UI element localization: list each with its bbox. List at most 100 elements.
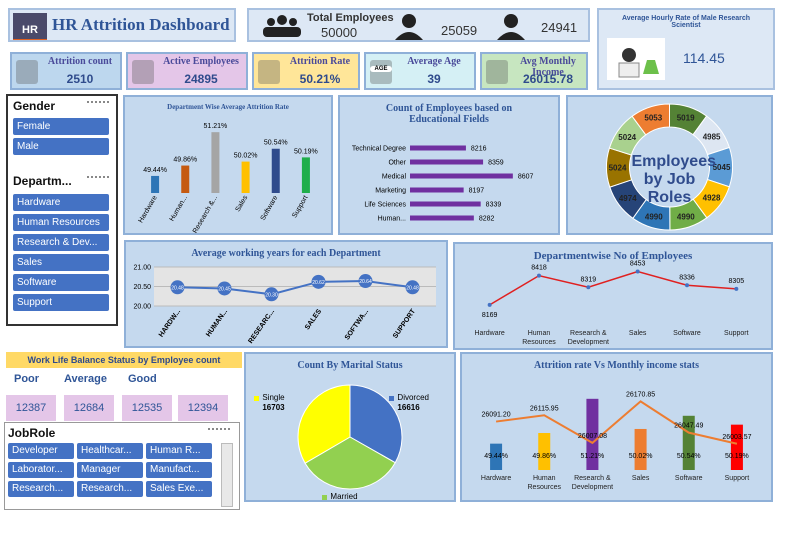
work-life-count: 12535: [122, 395, 172, 421]
data-label: 8282: [479, 216, 495, 223]
line: [495, 400, 738, 445]
line: [489, 270, 737, 306]
data-label: 50.02%: [629, 453, 653, 460]
kpi-icon-text: AGE: [370, 66, 392, 72]
point: [586, 285, 591, 290]
bar: [634, 428, 647, 470]
slicer-item[interactable]: Sales Exe...: [146, 481, 212, 497]
logo: HR: [13, 13, 47, 40]
kpi-box: Avg Monthly Income 26015.78: [480, 52, 588, 90]
slicer-item[interactable]: Healthcar...: [77, 443, 143, 459]
x-tick-label: SALES: [304, 308, 323, 331]
data-label: 49.44%: [484, 453, 508, 460]
slicer-item[interactable]: Research...: [8, 481, 74, 497]
data-label: 4974: [619, 194, 637, 203]
pie-slice: [349, 384, 403, 464]
x-tick-label: Software: [260, 194, 280, 222]
chart-title: Count of Employees based on Educational …: [385, 103, 513, 125]
kpi-value: 50.21%: [299, 72, 341, 86]
data-label: 5053: [644, 114, 662, 123]
x-tick-label: Human Resources: [527, 475, 561, 491]
data-label: 8359: [488, 160, 504, 167]
bar: [410, 187, 464, 193]
scrollbar[interactable]: [221, 443, 233, 507]
slicer-clear[interactable]: [87, 176, 109, 188]
bar: [301, 157, 310, 193]
kpi-label: Attrition count: [47, 56, 113, 67]
data-label: 50.02%: [234, 153, 258, 160]
x-tick-label: Support: [291, 194, 309, 219]
point: [405, 280, 420, 295]
work-life-level: Poor: [14, 373, 40, 385]
x-tick-label: Research &...: [192, 194, 219, 234]
data-label: 8339: [486, 202, 502, 209]
slicer-item[interactable]: Hardware: [13, 194, 109, 211]
bar: [586, 398, 599, 470]
chart-panel: 49.44% Hardware 49.86% Human... 51.21% Resear…: [123, 95, 333, 235]
data-label: 26091.20: [481, 412, 510, 419]
slicer-item[interactable]: Research & Dev...: [13, 234, 109, 251]
y-tick-label: Other: [388, 160, 406, 167]
point: [635, 269, 640, 274]
data-label: 20.45: [218, 286, 231, 292]
y-tick-label: Life Sciences: [364, 202, 406, 209]
bar: [490, 443, 503, 470]
slicer-item[interactable]: Human R...: [146, 443, 212, 459]
slicer-item[interactable]: Manufact...: [146, 462, 212, 478]
chart: 49.44% Hardware 49.86% Human... 51.21% Resear…: [138, 123, 318, 234]
chart-title: Departmentwise No of Employees: [533, 250, 693, 262]
data-label: 26007.08: [578, 433, 607, 440]
data-label: 50.19%: [294, 148, 318, 155]
x-tick-label: RESEARC...: [247, 308, 276, 345]
slicer-item[interactable]: Developer: [8, 443, 74, 459]
x-tick-label: SUPPORT: [392, 308, 418, 340]
slicer-item[interactable]: Support: [13, 294, 109, 311]
totals-box: Total Employees 50000 25059 24941: [247, 8, 590, 42]
slicer-item[interactable]: Male: [13, 138, 109, 155]
slicer-clear[interactable]: [87, 101, 109, 113]
data-label: 8607: [518, 174, 534, 181]
kpi-icon: [16, 60, 38, 84]
x-tick-label: Sales: [631, 475, 650, 482]
data-label: 20.48: [406, 285, 419, 291]
point: [358, 274, 373, 289]
bar: [151, 175, 160, 193]
kpi-icon: [486, 60, 508, 84]
slicer-item[interactable]: Female: [13, 118, 109, 135]
bar: [181, 165, 190, 193]
category-label: Divorced: [397, 392, 429, 402]
slicer-item[interactable]: Human Resources: [13, 214, 109, 231]
legend-swatch: [389, 395, 395, 401]
slicer-item[interactable]: Manager: [77, 462, 143, 478]
x-tick-label: Research & Development: [571, 475, 614, 491]
kpi-label: Active Employees: [163, 56, 239, 67]
x-tick-label: Sales: [628, 330, 647, 337]
chart-panel: 8169 8418 8319 8453 8336 8305 Departmentwise N…: [453, 242, 773, 350]
x-tick-label: Hardware: [138, 194, 159, 224]
data-label: 20.48: [171, 285, 184, 291]
slicer-item[interactable]: Research...: [77, 481, 143, 497]
slicer-item[interactable]: Laborator...: [8, 462, 74, 478]
bar: [211, 132, 220, 193]
slicer-item[interactable]: Sales: [13, 254, 109, 271]
kpi-box: Active Employees 24895: [126, 52, 248, 90]
slicer-item[interactable]: Software: [13, 274, 109, 291]
point: [734, 286, 739, 291]
chart: [297, 384, 403, 490]
scientist-icon: [607, 38, 665, 80]
category-label: Single: [262, 393, 285, 403]
data-label: 26115.95: [530, 405, 559, 412]
bar: [730, 424, 743, 470]
slicer-clear[interactable]: [208, 428, 230, 440]
y-tick-label: 21.00: [133, 265, 151, 272]
female-value: 24941: [541, 20, 578, 35]
data-label: 5045: [713, 163, 731, 172]
y-tick-label: 20.50: [133, 284, 151, 291]
legend-swatch: [254, 396, 260, 402]
bar: [410, 201, 481, 207]
line: [177, 280, 413, 296]
point: [311, 274, 326, 289]
totals-label: Total Employees: [307, 12, 394, 24]
data-label: 16703: [262, 403, 285, 413]
